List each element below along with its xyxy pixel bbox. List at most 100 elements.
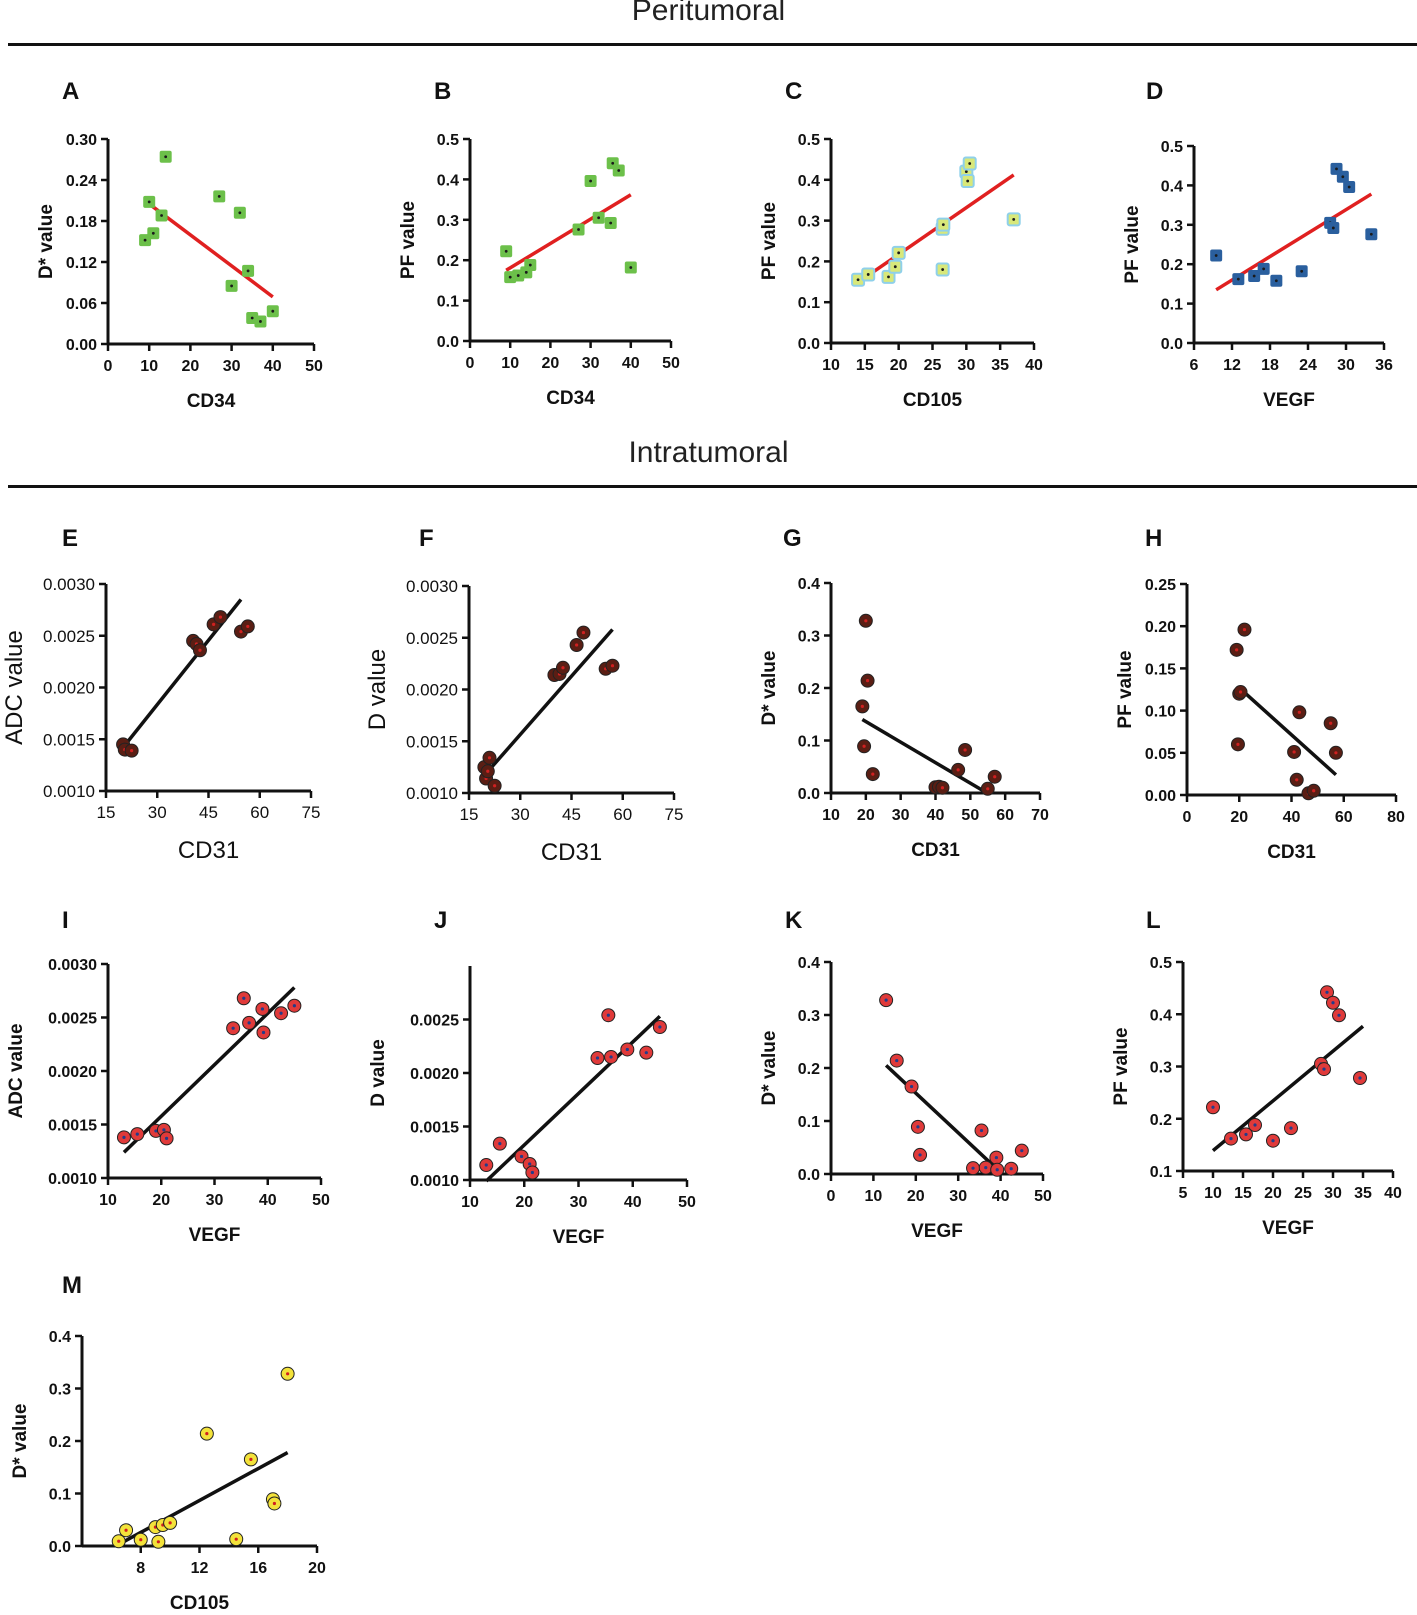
data-point-center-d [1369,232,1373,236]
y-tick-label-c: 0.1 [798,295,820,312]
data-point-center-g [865,679,870,683]
y-axis-label-m: D* value [10,1404,31,1479]
regression-line-g [861,717,986,793]
x-tick-label-l: 30 [1324,1185,1342,1202]
x-tick-label-k: 10 [865,1188,883,1205]
panel-label-a: A [62,78,79,105]
data-point-center-l [1337,1013,1341,1017]
y-tick-label-l: 0.2 [1150,1112,1172,1129]
panel-k: K 0 10 20 30 40 50 0.0 0.1 0.2 0.3 0.4 VEGF D* value [759,907,1052,1242]
x-tick-label-h: 20 [1230,809,1248,826]
data-point-center-k [994,1155,998,1160]
y-tick-label-k: 0.2 [798,1061,820,1078]
data-point-center-e [246,624,250,629]
data-point-center-b [504,249,508,253]
x-axis-label-g: CD31 [911,840,960,861]
data-point-center-h [1312,789,1316,793]
panel-label-e: E [62,525,78,552]
data-point-center-m [117,1539,121,1543]
data-point-center-c [856,278,860,282]
x-tick-label-i: 30 [206,1192,224,1209]
data-point-center-i [122,1135,126,1139]
y-tick-label-d: 0.2 [1161,257,1183,274]
y-tick-label-c: 0.4 [798,173,820,190]
panel-label-b: B [434,78,451,105]
x-tick-label-m: 12 [191,1560,209,1577]
x-tick-label-d: 6 [1190,357,1199,374]
data-point-center-i [154,1129,158,1133]
y-tick-label-l: 0.4 [1150,1007,1172,1024]
x-tick-label-d: 12 [1223,357,1241,374]
data-point-center-a [217,195,221,198]
x-tick-label-h: 80 [1387,809,1405,826]
y-tick-label-e: 0.0020 [43,679,95,698]
x-tick-label-c: 10 [822,357,840,374]
data-point-center-i [231,1026,235,1030]
data-point-center-g [860,704,864,708]
data-point-center-k [1020,1149,1024,1153]
x-tick-label-c: 35 [991,357,1009,374]
panel-e: E 15 30 45 60 75 0.0010 0.0015 0.0020 0.0025 0.003… [1,525,320,864]
data-point-center-l [1289,1126,1293,1130]
data-point-center-h [1242,627,1247,632]
data-point-center-m [124,1528,128,1532]
x-axis-label-f: CD31 [541,839,602,866]
data-point-center-e [198,648,202,652]
data-point-center-l [1358,1076,1362,1080]
y-tick-label-b: 0.2 [437,253,459,270]
data-point-center-k [1009,1167,1013,1171]
x-tick-label-k: 50 [1034,1188,1052,1205]
data-point-center-i [164,1136,169,1141]
panel-label-g: G [783,525,802,552]
y-tick-label-b: 0.5 [437,132,459,149]
data-point-center-e [239,630,243,634]
data-point-center-b [611,161,615,165]
data-point-center-c [964,170,968,174]
x-tick-label-f: 15 [460,805,479,824]
y-tick-label-k: 0.4 [798,955,820,972]
data-point-center-g [986,787,990,791]
panel-i: I 10 20 30 40 50 0.0010 0.0015 0.0020 0.0025 0.003… [6,907,330,1246]
y-tick-label-j: 0.0020 [410,1066,459,1083]
x-tick-label-e: 75 [302,803,321,822]
x-tick-label-c: 25 [924,357,942,374]
y-tick-label-h: 0.00 [1145,788,1176,805]
x-tick-label-g: 50 [961,807,979,824]
y-tick-label-h: 0.25 [1145,577,1176,594]
panel-h: H 0 20 40 60 80 0.00 0.05 0.10 0.15 0.20 0.25 CD31 PF… [1115,525,1405,863]
regression-line-j [485,1015,662,1183]
regression-line-m [117,1451,289,1546]
data-point-center-m [249,1457,253,1461]
x-tick-label-c: 40 [1025,357,1043,374]
data-point-center-j [658,1025,662,1029]
data-point-center-j [498,1142,502,1146]
x-tick-label-d: 24 [1299,357,1317,374]
data-point-center-e [130,749,134,753]
panel-a: A 0 10 20 30 40 50 0.00 0.06 0.12 0.18 0.24 0.30 CD34… [36,78,323,412]
data-point-center-i [279,1011,283,1015]
x-tick-label-b: 20 [542,355,560,372]
x-tick-label-g: 70 [1031,807,1049,824]
x-tick-label-b: 0 [466,355,475,372]
data-point-center-a [230,284,234,288]
y-tick-label-l: 0.1 [1150,1164,1172,1181]
y-tick-label-j: 0.0015 [410,1120,459,1137]
panel-label-j: J [434,907,447,934]
panel-f: F 15 30 45 60 75 0.0010 0.0015 0.0020 0.0025 0.003… [364,525,683,866]
x-tick-label-k: 0 [827,1188,836,1205]
regression-line-i [122,986,296,1154]
x-tick-label-e: 45 [199,803,218,822]
data-point-center-d [1300,269,1304,273]
x-tick-label-f: 75 [665,805,684,824]
y-tick-label-f: 0.0025 [406,629,458,648]
panel-b: B 0 10 20 30 40 50 0.0 0.1 0.2 0.3 0.4 0.5 CD34 PF val… [398,78,680,409]
y-tick-label-g: 0.3 [798,629,820,646]
y-axis-label-e: ADC value [1,630,28,745]
y-tick-label-e: 0.0015 [43,730,95,749]
data-point-center-b [516,274,520,277]
divider-intratumoral [8,485,1417,488]
y-tick-label-h: 0.15 [1145,661,1176,678]
y-axis-label-l: PF value [1111,1027,1132,1105]
y-tick-label-d: 0.0 [1161,336,1183,353]
data-point-center-i [162,1128,166,1132]
